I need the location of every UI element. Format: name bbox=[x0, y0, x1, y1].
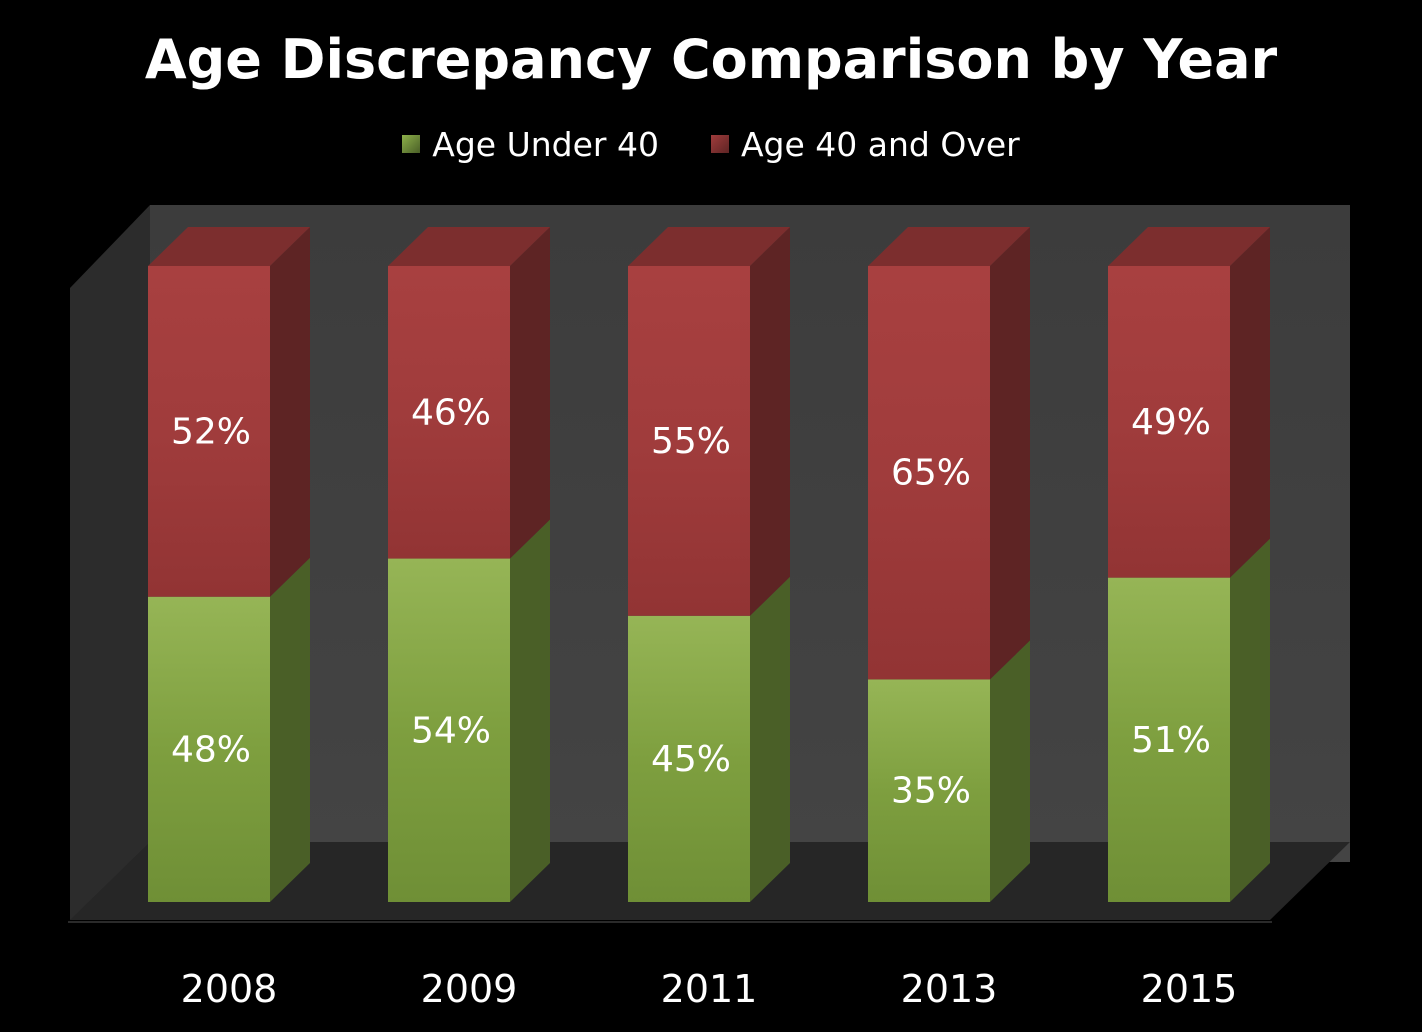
data-label-40-and-over-2008: 52% bbox=[171, 411, 251, 452]
bar-40-and-over-2015 bbox=[1108, 266, 1230, 578]
x-tick-label-2008: 2008 bbox=[181, 967, 278, 1011]
x-tick-label-2009: 2009 bbox=[421, 967, 518, 1011]
data-label-40-and-over-2015: 49% bbox=[1131, 402, 1211, 443]
legend-entry-40-and-over: Age 40 and Over bbox=[710, 124, 1020, 164]
bar-group-2008: 48% 52% bbox=[148, 227, 310, 902]
x-tick-label-2011: 2011 bbox=[661, 967, 758, 1011]
x-tick-label-2015: 2015 bbox=[1141, 967, 1238, 1011]
data-label-under-40-2011: 45% bbox=[651, 739, 731, 780]
bar-top-2009 bbox=[388, 227, 550, 266]
legend-swatch-under-40 bbox=[402, 135, 421, 153]
data-label-40-and-over-2013: 65% bbox=[891, 453, 971, 494]
data-label-under-40-2015: 51% bbox=[1131, 720, 1211, 761]
bar-40-and-over-2011 bbox=[628, 266, 750, 616]
bar-under-40-2013 bbox=[868, 679, 990, 902]
chart-title: Age Discrepancy Comparison by Year bbox=[144, 28, 1278, 91]
bar-side-40-and-over-2008 bbox=[270, 227, 310, 597]
bar-under-40-2011 bbox=[628, 615, 750, 902]
bar-side-under-40-2015 bbox=[1230, 538, 1270, 902]
bar-group-2009: 54% 46% bbox=[388, 227, 550, 902]
bar-group-2015: 51% 49% bbox=[1108, 227, 1270, 902]
bar-40-and-over-2009 bbox=[388, 266, 510, 559]
side-wall bbox=[70, 205, 150, 920]
bar-top-2013 bbox=[868, 227, 1030, 266]
legend-swatch-40-and-over bbox=[710, 135, 729, 153]
bar-side-under-40-2011 bbox=[750, 576, 790, 902]
bar-side-40-and-over-2009 bbox=[510, 227, 550, 559]
bar-side-40-and-over-2011 bbox=[750, 227, 790, 616]
bar-under-40-2015 bbox=[1108, 577, 1230, 902]
legend-entry-under-40: Age Under 40 bbox=[402, 125, 659, 164]
data-label-40-and-over-2009: 46% bbox=[411, 392, 491, 433]
bar-40-and-over-2008 bbox=[148, 266, 270, 597]
bar-under-40-2008 bbox=[148, 596, 270, 902]
bar-top-2008 bbox=[148, 227, 310, 266]
data-label-under-40-2009: 54% bbox=[411, 710, 491, 751]
x-tick-label-2013: 2013 bbox=[901, 967, 998, 1011]
bar-side-under-40-2013 bbox=[990, 640, 1030, 902]
data-label-under-40-2013: 35% bbox=[891, 771, 971, 812]
bar-side-40-and-over-2015 bbox=[1230, 227, 1270, 578]
legend-label-40-and-over: Age 40 and Over bbox=[740, 124, 1020, 164]
data-label-under-40-2008: 48% bbox=[171, 729, 251, 770]
legend-label-under-40: Age Under 40 bbox=[432, 124, 659, 164]
bar-group-2013: 35% 65% bbox=[868, 227, 1030, 902]
legend: Age Under 40 Age 40 and Over bbox=[0, 122, 1422, 166]
bar-side-under-40-2008 bbox=[270, 557, 310, 902]
bar-top-2011 bbox=[628, 227, 790, 266]
bar-side-40-and-over-2013 bbox=[990, 227, 1030, 680]
bar-group-2011: 45% 55% bbox=[628, 227, 790, 902]
bar-side-under-40-2009 bbox=[510, 519, 550, 902]
bar-top-2015 bbox=[1108, 227, 1270, 266]
bar-40-and-over-2013 bbox=[868, 266, 990, 680]
data-label-40-and-over-2011: 55% bbox=[651, 421, 731, 462]
bar-under-40-2009 bbox=[388, 558, 510, 902]
